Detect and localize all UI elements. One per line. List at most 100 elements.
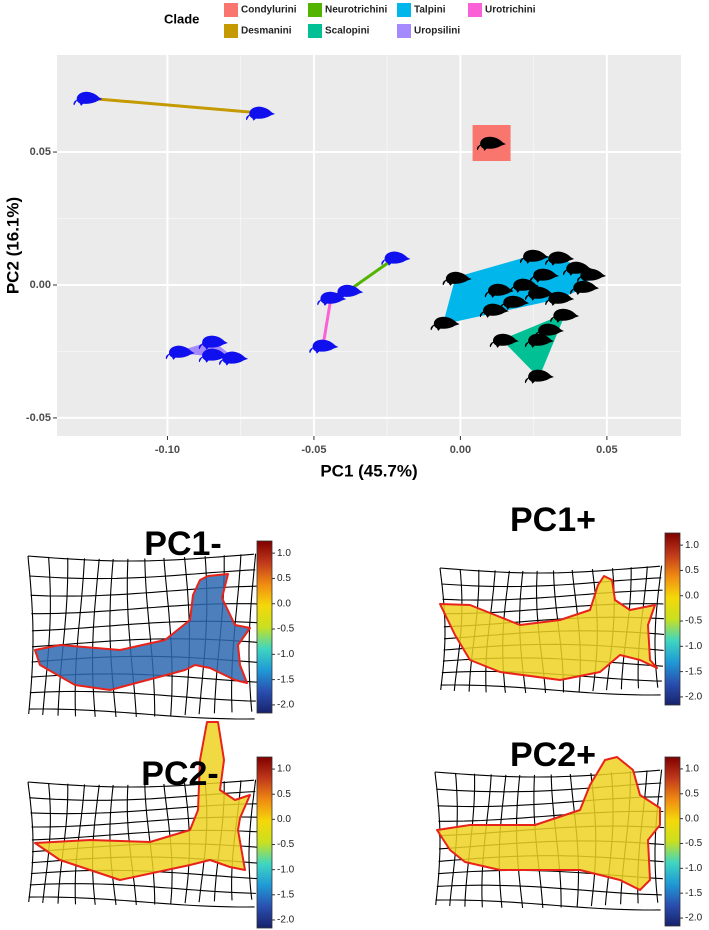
legend-label: Neurotrichini [325,5,387,16]
colorbar-tick-label: -1.0 [277,864,295,875]
legend-swatch [308,3,322,17]
point [524,286,554,301]
colorbar-tick-label: -1.5 [685,666,703,677]
colorbar-tick-label: 0.5 [277,789,291,800]
deformation-grid [654,769,663,903]
legend-swatch [397,3,411,17]
deformation-grid [144,558,156,717]
legend-swatch [468,3,482,17]
colorbar-tick-label: -0.5 [277,624,295,635]
shape [34,573,251,691]
colorbar-tick-label: 0.0 [685,590,699,601]
colorbar-tick-label: 1.0 [277,548,291,559]
deformation-grid [126,558,137,717]
deformation-grid [436,884,662,896]
legend-label: Condylurini [241,5,297,16]
point [545,291,575,306]
point [476,136,506,151]
deformation-grid [42,556,51,715]
colorbar-tick-label: 0.0 [277,814,291,825]
hull [321,297,333,347]
x-tick-label: 0.00 [450,444,471,456]
hull [87,96,260,115]
deformation-grid [29,883,256,894]
point [165,345,195,360]
point [484,283,514,298]
point [430,316,460,331]
colorbar-tick-label: 1.0 [685,540,699,551]
deformation-grid [441,577,662,588]
y-axis-title: PC2 (16.1%) [3,197,22,294]
legend-swatch [224,24,238,38]
colorbar-tick-label: -1.5 [685,888,703,899]
colorbar-tick-label: -1.5 [277,674,295,685]
legend-label: Scalopini [325,26,370,37]
colorbar-tick-label: -1.0 [685,863,703,874]
point [442,271,472,286]
colorbar-tick-label: -1.5 [277,889,295,900]
colorbar-tick-label: 0.5 [685,565,699,576]
deformation-grid [439,565,661,574]
deformation-grid [27,553,255,562]
colorbar-tick-label: -0.5 [685,616,703,627]
point [524,369,554,384]
colorbar-tick-label: 0.5 [685,788,699,799]
colorbar-tick-label: -2.0 [277,915,295,926]
colorbar-tick-label: 1.0 [277,764,291,775]
colorbar-tick-label: -2.0 [277,700,295,711]
legend-swatch [308,24,322,38]
deformation-grid [654,565,663,688]
deformation-grid [74,558,86,717]
y-tick-label: -0.05 [26,412,51,424]
x-tick-label: 0.05 [596,444,617,456]
point [519,249,549,264]
deformation-grid [435,899,661,911]
shape [439,575,658,681]
point [198,335,228,350]
deformation-grid [27,781,34,903]
point [545,251,575,266]
point [550,308,580,323]
x-axis-title: PC1 (45.7%) [320,461,417,480]
deformation-grid [248,553,257,712]
point [219,351,249,366]
legend-label: Talpini [414,5,446,16]
deformation-grid [57,557,69,716]
panel-title: PC1+ [510,501,596,539]
colorbar-tick-label: 0.0 [685,813,699,824]
point [381,251,411,266]
y-tick-label: 0.00 [30,279,51,291]
hull [347,256,396,293]
deformation-grid [439,567,446,691]
panel-title: PC2- [141,755,218,793]
deformation-grid [440,684,661,696]
legend-label: Desmanini [241,26,292,37]
deformation-grid [29,569,256,580]
colorbar-tick-label: -1.0 [277,649,295,660]
colorbar-tick-label: 1.0 [685,764,699,775]
x-tick-label: -0.10 [155,444,180,456]
colorbar [256,540,273,714]
shape [34,721,251,881]
point [570,280,600,295]
plot-background [57,55,681,436]
colorbar-tick-label: 0.0 [277,598,291,609]
deformation-grid [442,589,663,601]
point [317,291,347,306]
colorbar-tick-label: -0.5 [685,838,703,849]
shape [436,756,661,891]
x-tick-label: -0.05 [301,444,326,456]
point [529,268,559,283]
point [524,333,554,348]
point [479,303,509,318]
colorbar [256,756,273,929]
colorbar-tick-label: 0.5 [277,573,291,584]
legend-label: Uropsilini [414,26,460,37]
colorbar [664,756,681,927]
point [577,268,607,283]
deformation-grid [28,896,255,908]
deformation-grid [28,708,255,720]
point [309,339,339,354]
point [489,333,519,348]
